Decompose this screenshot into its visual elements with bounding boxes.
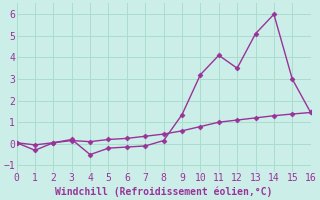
X-axis label: Windchill (Refroidissement éolien,°C): Windchill (Refroidissement éolien,°C) <box>55 186 272 197</box>
